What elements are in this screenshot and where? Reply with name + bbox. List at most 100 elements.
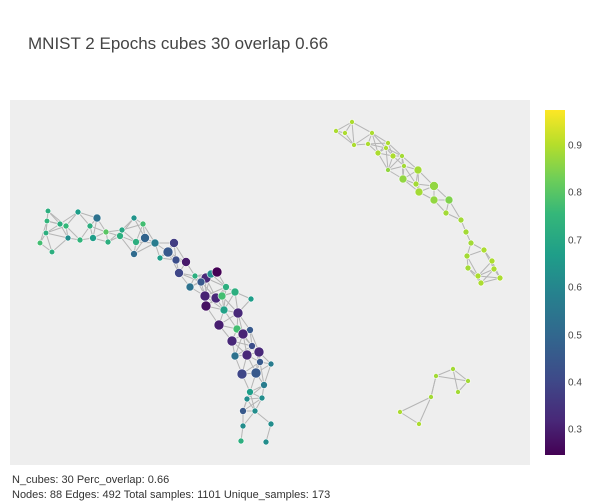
graph-node[interactable] bbox=[237, 328, 249, 340]
graph-node[interactable] bbox=[43, 217, 51, 225]
graph-node[interactable] bbox=[74, 208, 82, 216]
graph-node[interactable] bbox=[465, 378, 471, 384]
graph-node[interactable] bbox=[116, 232, 124, 240]
graph-node[interactable] bbox=[412, 180, 420, 188]
graph-node[interactable] bbox=[162, 246, 174, 258]
graph-node[interactable] bbox=[253, 346, 265, 358]
graph-node[interactable] bbox=[490, 265, 498, 273]
graph-node[interactable] bbox=[217, 291, 227, 301]
graph-node[interactable] bbox=[104, 238, 112, 246]
graph-node[interactable] bbox=[239, 422, 247, 430]
graph-plot-area[interactable] bbox=[10, 100, 530, 465]
graph-node[interactable] bbox=[477, 279, 485, 287]
graph-node[interactable] bbox=[130, 250, 138, 258]
graph-node[interactable] bbox=[256, 358, 264, 366]
graph-node[interactable] bbox=[401, 163, 407, 169]
graph-node[interactable] bbox=[56, 220, 64, 228]
graph-node[interactable] bbox=[150, 238, 160, 248]
graph-node[interactable] bbox=[433, 373, 439, 379]
graph-node[interactable] bbox=[369, 130, 375, 136]
graph-node[interactable] bbox=[181, 257, 191, 267]
graph-node[interactable] bbox=[139, 220, 147, 228]
graph-node[interactable] bbox=[413, 165, 423, 175]
graph-node[interactable] bbox=[232, 307, 244, 319]
graph-node[interactable] bbox=[174, 268, 184, 278]
graph-node[interactable] bbox=[246, 388, 254, 396]
graph-node[interactable] bbox=[398, 174, 408, 184]
graph-node[interactable] bbox=[42, 229, 50, 237]
graph-node[interactable] bbox=[222, 283, 230, 291]
graph-node[interactable] bbox=[442, 209, 450, 217]
graph-node[interactable] bbox=[118, 226, 126, 234]
graph-node[interactable] bbox=[211, 266, 223, 278]
graph-node[interactable] bbox=[467, 239, 475, 247]
graph-node[interactable] bbox=[132, 238, 140, 246]
graph-node[interactable] bbox=[428, 394, 434, 400]
graph-node[interactable] bbox=[64, 234, 72, 242]
graph-node[interactable] bbox=[385, 167, 391, 173]
graph-node[interactable] bbox=[365, 141, 371, 147]
graph-node[interactable] bbox=[450, 366, 456, 372]
graph-node[interactable] bbox=[342, 130, 348, 136]
graph-node[interactable] bbox=[92, 213, 102, 223]
graph-node[interactable] bbox=[374, 149, 382, 157]
graph-node[interactable] bbox=[349, 119, 355, 125]
graph-node[interactable] bbox=[463, 252, 471, 260]
graph-node[interactable] bbox=[385, 140, 391, 146]
graph-node[interactable] bbox=[464, 264, 472, 272]
graph-node[interactable] bbox=[455, 389, 461, 395]
graph-node[interactable] bbox=[383, 145, 389, 151]
graph-node[interactable] bbox=[239, 407, 247, 415]
graph-node[interactable] bbox=[246, 326, 254, 334]
graph-node[interactable] bbox=[169, 238, 179, 248]
graph-node[interactable] bbox=[429, 195, 439, 205]
graph-node[interactable] bbox=[230, 351, 240, 361]
graph-node[interactable] bbox=[397, 409, 403, 415]
graph-node[interactable] bbox=[414, 187, 424, 197]
graph-node[interactable] bbox=[267, 420, 275, 428]
graph-node[interactable] bbox=[416, 421, 422, 427]
graph-node[interactable] bbox=[351, 142, 357, 148]
graph-node[interactable] bbox=[429, 181, 439, 191]
graph-node[interactable] bbox=[36, 239, 44, 247]
graph-node[interactable] bbox=[247, 295, 255, 303]
graph-node[interactable] bbox=[62, 222, 70, 230]
graph-node[interactable] bbox=[399, 153, 405, 159]
graph-node[interactable] bbox=[140, 233, 150, 243]
graph-node[interactable] bbox=[488, 257, 496, 265]
graph-node[interactable] bbox=[226, 335, 238, 347]
graph-node[interactable] bbox=[457, 216, 465, 224]
graph-node[interactable] bbox=[237, 437, 245, 445]
graph-node[interactable] bbox=[260, 381, 268, 389]
graph-node[interactable] bbox=[171, 255, 181, 265]
graph-node[interactable] bbox=[191, 272, 199, 280]
graph-node[interactable] bbox=[243, 395, 251, 403]
graph-node[interactable] bbox=[86, 222, 94, 230]
mapper-graph[interactable] bbox=[10, 100, 530, 465]
graph-node[interactable] bbox=[480, 246, 488, 254]
graph-node[interactable] bbox=[333, 128, 339, 134]
graph-node[interactable] bbox=[102, 228, 110, 236]
graph-node[interactable] bbox=[199, 290, 211, 302]
graph-node[interactable] bbox=[219, 305, 229, 315]
graph-node[interactable] bbox=[230, 287, 240, 297]
graph-node[interactable] bbox=[76, 236, 84, 244]
graph-node[interactable] bbox=[44, 207, 52, 215]
graph-node[interactable] bbox=[213, 319, 225, 331]
graph-node[interactable] bbox=[48, 248, 56, 256]
graph-node[interactable] bbox=[236, 368, 248, 380]
graph-node[interactable] bbox=[196, 277, 206, 287]
graph-node[interactable] bbox=[130, 214, 138, 222]
graph-node[interactable] bbox=[262, 438, 270, 446]
graph-node[interactable] bbox=[444, 195, 454, 205]
graph-node[interactable] bbox=[389, 152, 397, 160]
graph-node[interactable] bbox=[185, 282, 195, 292]
graph-node[interactable] bbox=[250, 367, 262, 379]
graph-node[interactable] bbox=[462, 228, 470, 236]
graph-node[interactable] bbox=[248, 342, 256, 350]
graph-node[interactable] bbox=[156, 254, 164, 262]
graph-node[interactable] bbox=[474, 272, 482, 280]
graph-node[interactable] bbox=[267, 360, 275, 368]
graph-node[interactable] bbox=[241, 349, 253, 361]
graph-node[interactable] bbox=[89, 234, 97, 242]
